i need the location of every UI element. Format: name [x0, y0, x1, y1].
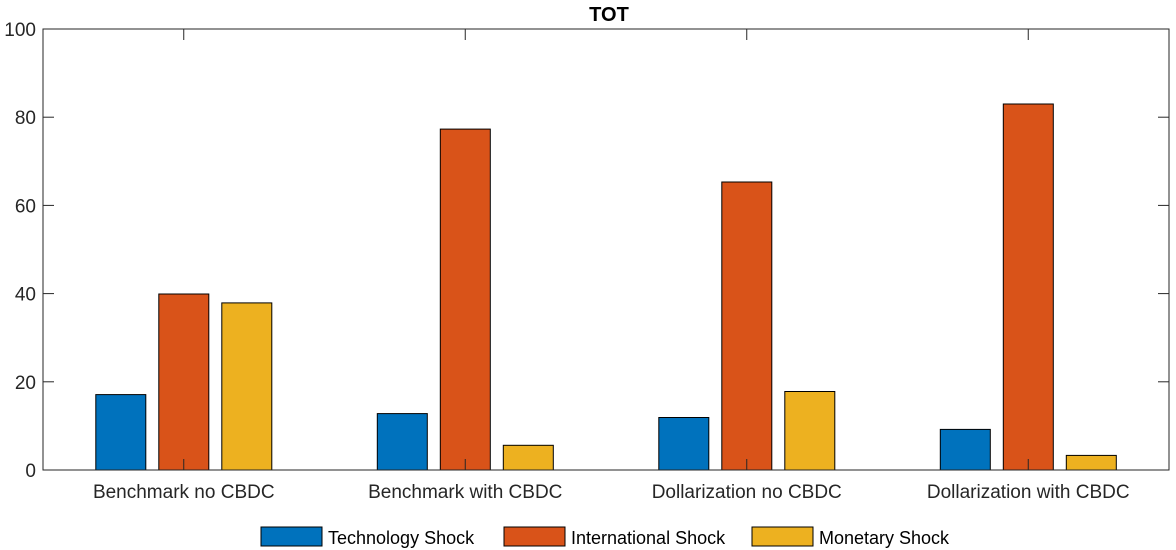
y-tick-label-2: 40 [15, 285, 36, 306]
x-tick-label-2: Dollarization no CBDC [652, 482, 842, 503]
y-tick-labels: 0 20 40 60 80 100 [4, 20, 36, 482]
legend-label-international: International Shock [571, 528, 726, 548]
bar-monetary-3 [1065, 454, 1117, 471]
bar-technology-3 [939, 428, 991, 471]
x-tick-label-1: Benchmark with CBDC [368, 482, 562, 503]
legend-label-technology: Technology Shock [328, 528, 475, 548]
y-tick-label-3: 60 [15, 196, 36, 217]
plot-area [43, 29, 1169, 470]
legend-swatch-international [503, 526, 566, 547]
x-tick-label-3: Dollarization with CBDC [927, 482, 1130, 503]
x-tick-labels: Benchmark no CBDC Benchmark with CBDC Doll… [93, 482, 1130, 503]
legend: Technology Shock International Shock Mon… [247, 520, 970, 550]
y-tick-label-4: 80 [15, 108, 36, 129]
legend-box [247, 520, 970, 550]
bar-international-2 [721, 181, 773, 471]
bar-monetary-2 [784, 391, 836, 471]
legend-swatch-monetary [751, 526, 814, 547]
y-tick-label-5: 100 [4, 20, 36, 41]
bar-group [95, 103, 1117, 471]
bar-technology-0 [95, 394, 147, 471]
bar-monetary-1 [502, 444, 554, 471]
bar-international-1 [439, 128, 491, 471]
bar-international-3 [1002, 103, 1054, 471]
y-tick-label-1: 20 [15, 373, 36, 394]
bar-technology-1 [376, 413, 428, 471]
x-tick-label-0: Benchmark no CBDC [93, 482, 275, 503]
bar-international-0 [158, 293, 210, 471]
bar-monetary-0 [221, 302, 273, 471]
bar-technology-2 [658, 417, 710, 471]
axes [42, 28, 1170, 471]
axes-box [42, 28, 1170, 471]
y-tick-label-0: 0 [25, 461, 36, 482]
legend-swatch-technology [260, 526, 323, 547]
legend-label-monetary: Monetary Shock [819, 528, 950, 548]
chart-title: TOT [589, 4, 629, 26]
